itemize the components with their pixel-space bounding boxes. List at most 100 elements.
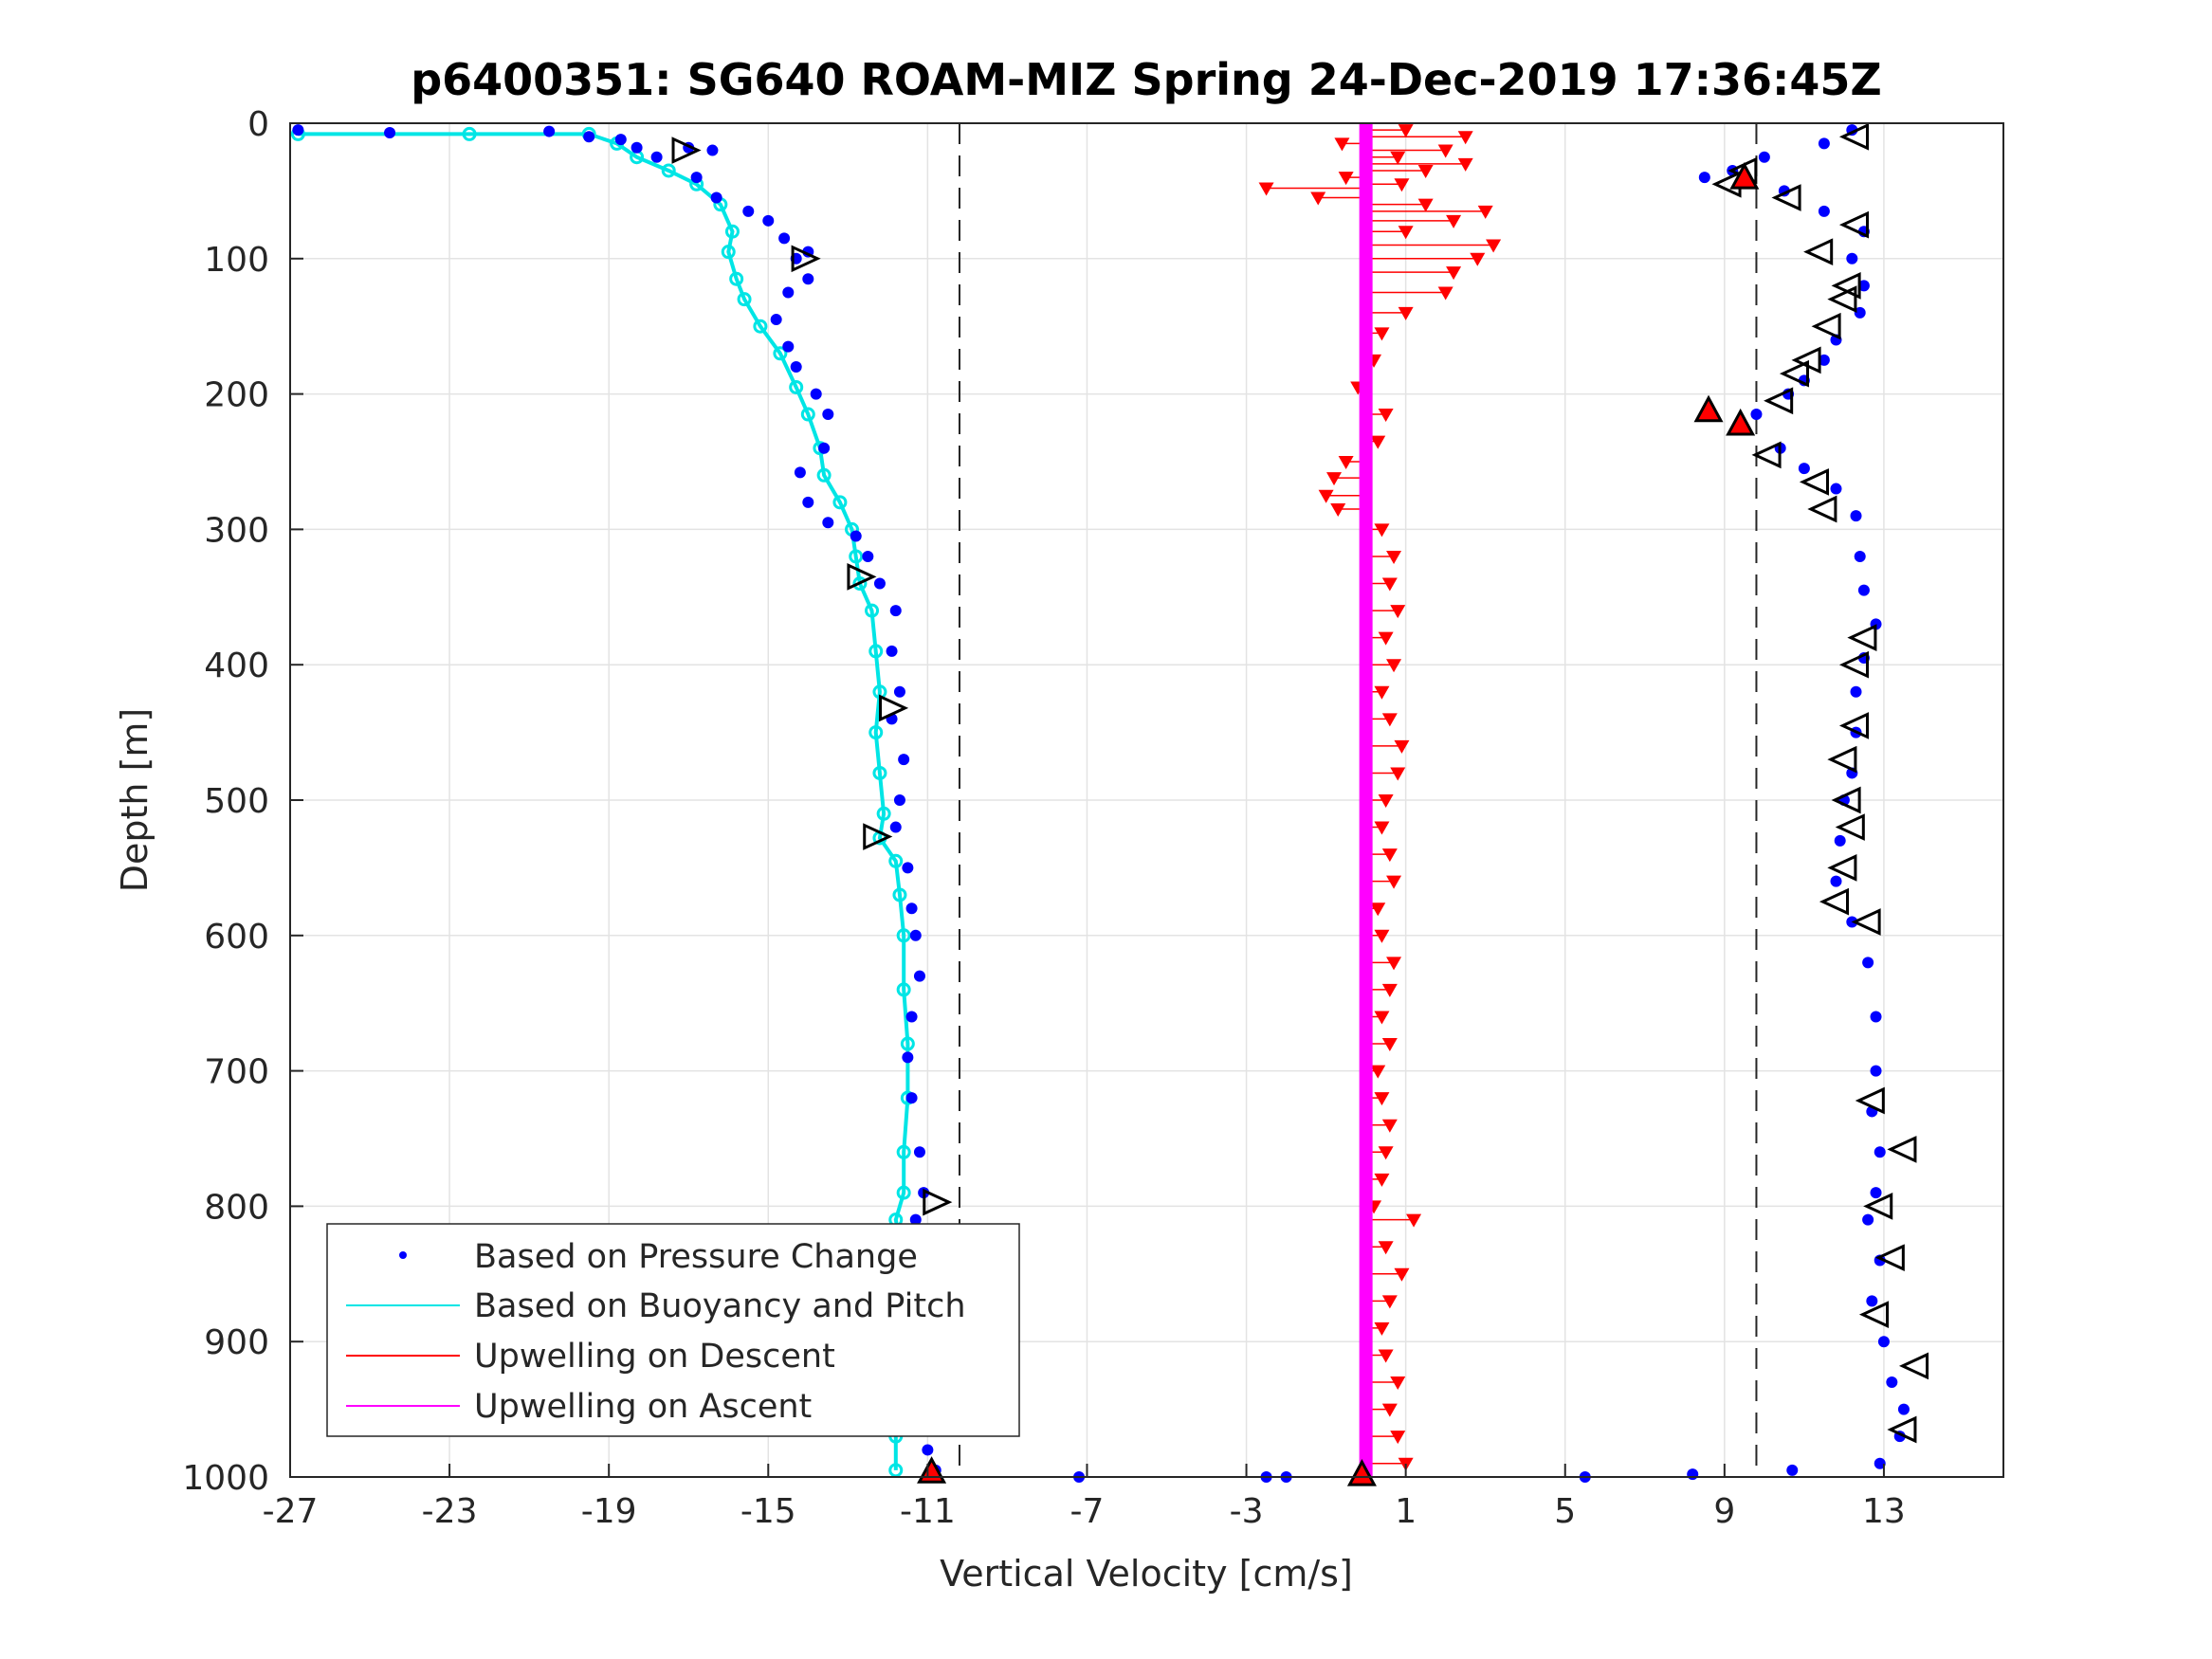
x-tick-label: -15 [740, 1492, 796, 1531]
buoyancy-pitch-point [462, 126, 477, 141]
apogee-marker [1726, 408, 1756, 436]
buoyancy-pitch-point [832, 495, 848, 510]
pressure-change-point [886, 645, 898, 657]
upwelling-descent-marker [1390, 767, 1406, 781]
y-tick-label: 100 [204, 241, 269, 280]
buoyancy-pitch-point [800, 407, 815, 422]
ascent-direction-marker [1779, 359, 1809, 388]
buoyancy-pitch-point [721, 245, 736, 260]
upwelling-descent-marker [1370, 1065, 1386, 1079]
upwelling-descent-marker [1486, 239, 1502, 253]
upwelling-descent-marker [1386, 875, 1402, 889]
ascent-direction-marker [1838, 650, 1870, 679]
upwelling-descent-marker [1417, 164, 1434, 178]
buoyancy-pitch-point [865, 603, 880, 618]
ascent-direction-marker [1807, 495, 1837, 523]
pressure-change-point [889, 605, 902, 617]
upwelling-descent-marker [1378, 1146, 1394, 1160]
ascent-direction-marker [1831, 786, 1861, 814]
pressure-change-point [690, 172, 703, 184]
pressure-change-point [1850, 685, 1862, 698]
pressure-change-point [762, 214, 775, 227]
legend-entry-pressure: Based on Pressure Change [399, 1238, 918, 1276]
upwelling-descent-marker [1386, 659, 1402, 673]
pressure-change-point [822, 517, 834, 529]
x-tick-label: 9 [1713, 1492, 1735, 1531]
pressure-change-point [818, 442, 831, 454]
pressure-change-point [1846, 252, 1858, 264]
buoyancy-pitch-point [789, 379, 804, 394]
buoyancy-pitch-point [876, 806, 891, 821]
buoyancy-pitch-point [896, 1185, 911, 1200]
upwelling-descent-marker [1390, 605, 1406, 619]
pressure-change-point [782, 340, 795, 353]
upwelling-descent-marker [1470, 252, 1486, 266]
pressure-change-point [1874, 1457, 1886, 1469]
pressure-change-point [889, 821, 902, 833]
x-axis: -27 -23 -19 -15 -11 -7 -3 1 5 9 13 [263, 1464, 1906, 1531]
upwelling-descent-marker [1446, 266, 1462, 281]
pressure-change-point [850, 530, 862, 542]
pressure-change-point [710, 191, 722, 204]
pressure-change-point [1758, 151, 1770, 163]
pressure-change-point [1874, 1146, 1886, 1158]
upwelling-descent-marker [1390, 151, 1406, 165]
pressure-change-point [905, 1011, 918, 1023]
buoyancy-pitch-point [868, 725, 884, 740]
pressure-change-point [1830, 875, 1842, 887]
apogee-marker [1693, 394, 1724, 423]
descent-direction-marker [671, 137, 702, 164]
legend-label-upwelling-ascent: Upwelling on Ascent [474, 1388, 812, 1426]
ascent-direction-marker [1799, 468, 1829, 496]
pressure-change-point [913, 970, 925, 982]
pressure-change-point [909, 929, 922, 941]
upwelling-descent-marker [1398, 124, 1414, 138]
upwelling-descent-marker [1386, 550, 1402, 564]
buoyancy-pitch-point [753, 319, 768, 334]
pressure-change-point [706, 144, 719, 156]
pressure-change-point [1786, 1464, 1799, 1476]
ascent-direction-marker [1811, 312, 1841, 340]
ascent-direction-marker [1898, 1352, 1929, 1380]
upwelling-descent-marker [1381, 1119, 1398, 1133]
pressure-change-point [543, 125, 556, 137]
pressure-change-point [898, 754, 910, 766]
buoyancy-pitch-point [888, 1463, 904, 1478]
pressure-change-point [902, 1051, 914, 1064]
buoyancy-pitch-point [773, 346, 788, 361]
pressure-change-point [905, 1092, 918, 1104]
upwelling-descent-marker [1457, 131, 1473, 145]
pressure-change-point [1750, 409, 1763, 421]
legend-label-pressure: Based on Pressure Change [474, 1238, 918, 1276]
x-axis-label: Vertical Velocity [cm/s] [940, 1553, 1353, 1595]
y-tick-label: 700 [204, 1053, 269, 1092]
pressure-change-point [1854, 306, 1866, 319]
upwelling-descent-marker [1378, 1349, 1394, 1363]
pressure-change-point [909, 1213, 922, 1226]
upwelling-descent-marker [1417, 198, 1434, 212]
legend-label-upwelling-descent: Upwelling on Descent [474, 1338, 835, 1376]
ascent-direction-marker [1838, 122, 1870, 151]
ascent-direction-marker [1819, 887, 1850, 916]
buoyancy-pitch-point [896, 928, 911, 943]
pressure-change-point [1870, 1187, 1882, 1199]
buoyancy-pitch-point [849, 549, 864, 564]
legend-label-buoyancy: Based on Buoyancy and Pitch [474, 1287, 966, 1325]
upwelling-descent-marker [1374, 821, 1390, 835]
y-tick-label: 0 [247, 105, 269, 144]
pressure-change-point [922, 1444, 934, 1456]
upwelling-descent-marker [1477, 205, 1493, 219]
ascent-direction-marker [1887, 1136, 1917, 1163]
ascent-direction-marker [1827, 745, 1857, 774]
x-tick-label: 1 [1395, 1492, 1417, 1531]
legend-box [326, 1223, 1020, 1437]
pressure-change-point [1818, 205, 1830, 217]
pressure-change-point [893, 685, 905, 698]
upwelling-descent-marker [1398, 226, 1414, 240]
buoyancy-pitch-point [892, 887, 907, 902]
descent-direction-marker [791, 245, 821, 273]
pressure-change-point [1698, 172, 1710, 184]
pressure-change-point [1857, 584, 1870, 596]
upwelling-descent-marker [1378, 409, 1394, 423]
pressure-change-point [292, 124, 304, 137]
